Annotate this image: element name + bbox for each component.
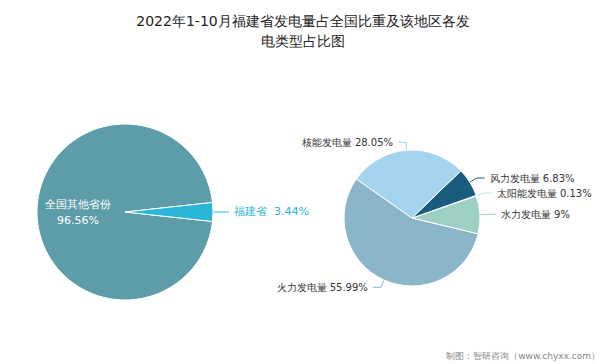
svg-text:水力发电量 9%: 水力发电量 9% xyxy=(501,209,570,220)
svg-text:96.56%: 96.56% xyxy=(57,214,99,227)
svg-text:电类型占比图: 电类型占比图 xyxy=(261,33,345,49)
svg-text:2022年1-10月福建省发电量占全国比重及该地区各发: 2022年1-10月福建省发电量占全国比重及该地区各发 xyxy=(136,13,469,29)
svg-text:核能发电量 28.05%: 核能发电量 28.05% xyxy=(301,137,393,148)
svg-text:福建省 3.44%: 福建省 3.44% xyxy=(234,205,309,218)
svg-text:风力发电量 6.83%: 风力发电量 6.83% xyxy=(490,173,575,184)
svg-text:太阳能发电量 0.13%: 太阳能发电量 0.13% xyxy=(497,188,592,199)
svg-text:火力发电量 55.99%: 火力发电量 55.99% xyxy=(277,282,368,293)
svg-text:制图：智研咨询（www.chyxx.com）: 制图：智研咨询（www.chyxx.com） xyxy=(446,351,600,361)
svg-text:全国其他省份: 全国其他省份 xyxy=(45,198,111,211)
